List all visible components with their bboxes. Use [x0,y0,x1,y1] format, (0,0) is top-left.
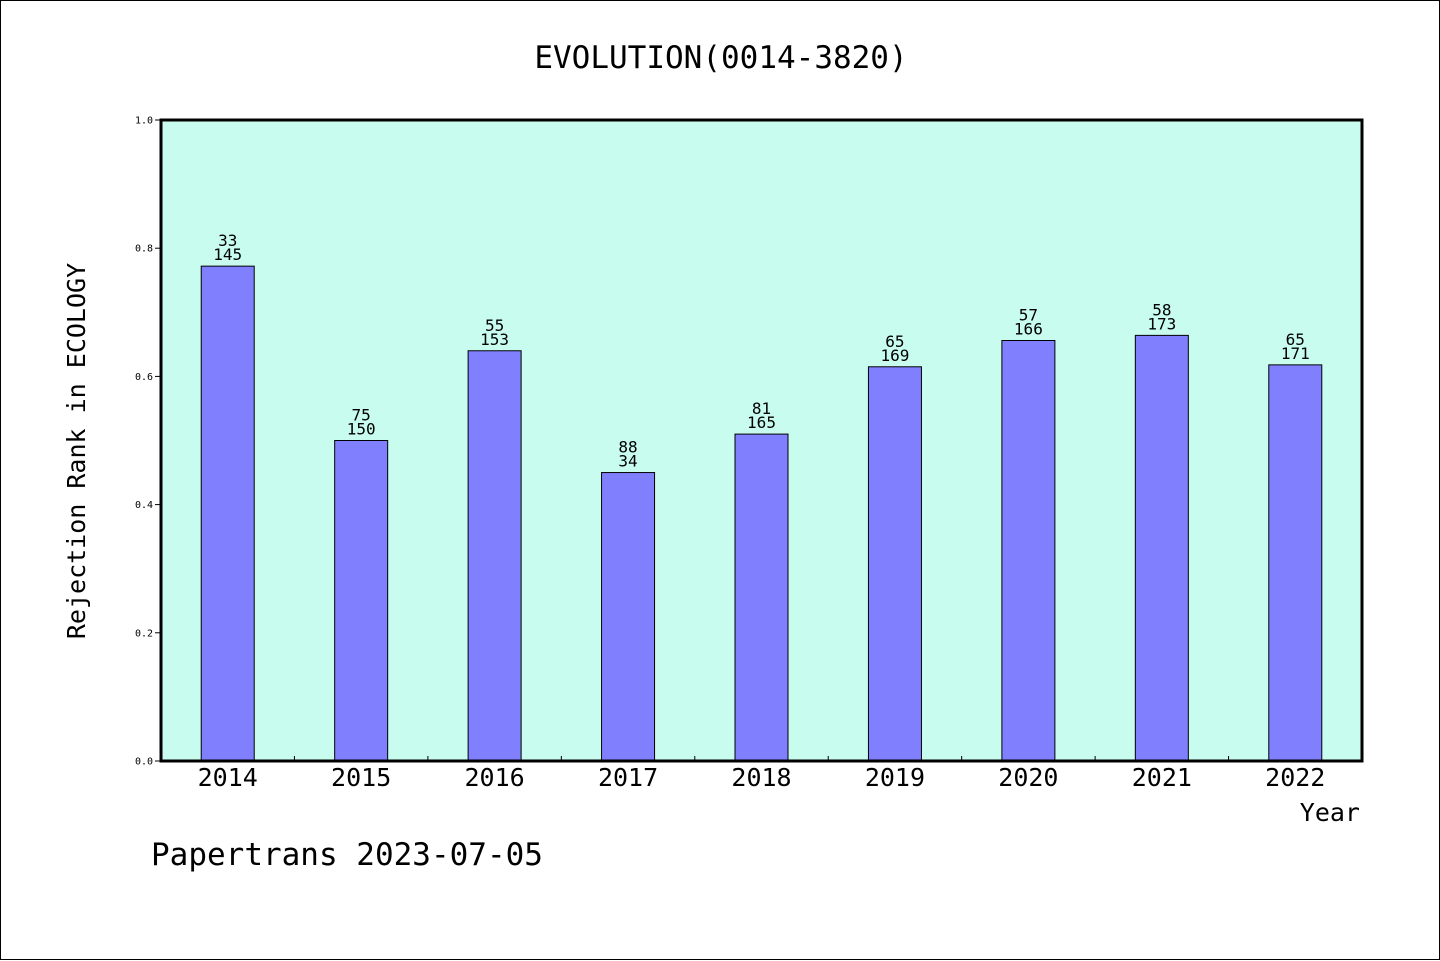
bar-2014 [200,265,255,762]
footer-text: Papertrans 2023-07-05 [151,837,543,873]
data-label-top: 33 [218,231,237,250]
x-tick-label: 2016 [465,763,525,792]
data-label-bottom: 34 [618,452,637,471]
data-label-top: 58 [1152,300,1171,319]
data-labels-group: 3314575150551538834811656516957166581736… [213,231,1309,470]
data-label-bottom: 153 [480,330,509,349]
bar-2018 [734,433,789,762]
data-label-top: 88 [618,438,637,457]
x-axis-ticks: 2014 2015 2016 2017 2018 2019 2020 2021 2022 [198,756,1325,792]
data-label-top: 55 [485,316,504,335]
y-tick-label: 0.6 [135,372,153,383]
x-tick-label: 2019 [865,763,925,792]
data-label-bottom: 150 [347,420,376,439]
y-tick-label: 0.2 [135,628,153,639]
y-axis-label: Rejection Rank in ECOLOGY [62,263,91,639]
y-tick-label: 0.0 [135,757,153,768]
data-label-top: 81 [752,399,771,418]
x-tick-label: 2018 [731,763,791,792]
x-tick-label: 2017 [598,763,658,792]
bar-2019 [867,366,922,762]
bar-2015 [334,440,389,762]
y-tick-label: 0.8 [135,244,153,255]
y-tick-label: 0.4 [135,500,153,511]
data-label-bottom: 145 [213,245,242,264]
y-tick-label: 1.0 [135,116,153,127]
data-label-bottom: 166 [1014,320,1043,339]
bar-2020 [1001,340,1056,762]
plot-border [159,118,1364,763]
x-tick-label: 2015 [331,763,391,792]
x-tick-label: 2020 [998,763,1058,792]
data-label-top: 65 [885,332,904,351]
bar-2022 [1268,364,1323,762]
data-label-bottom: 169 [880,346,909,365]
x-tick-label: 2021 [1132,763,1192,792]
y-axis-ticks: 0.0 0.2 0.4 0.6 0.8 1.0 [135,116,161,768]
data-label-top: 65 [1286,330,1305,349]
x-tick-label: 2022 [1265,763,1325,792]
chart-title: EVOLUTION(0014-3820) [534,40,907,76]
bar-2017 [601,472,656,762]
x-axis-label: Year [1300,798,1360,827]
data-label-top: 57 [1019,306,1038,325]
bars-group [200,265,1323,762]
bar-2016 [467,350,522,762]
data-label-bottom: 165 [747,413,776,432]
data-label-bottom: 173 [1147,314,1176,333]
data-label-bottom: 171 [1281,344,1310,363]
bar-2021 [1134,334,1189,762]
x-tick-label: 2014 [198,763,258,792]
data-label-top: 75 [352,406,371,425]
